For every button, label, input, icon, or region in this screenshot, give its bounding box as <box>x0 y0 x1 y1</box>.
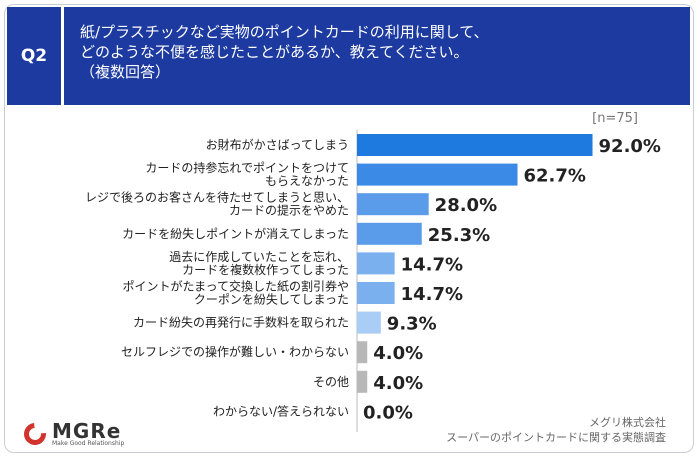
logo-mark-icon <box>19 418 51 450</box>
question-line: どのような不便を感じたことがあるか、教えてください。 <box>80 43 469 61</box>
question-line: （複数回答） <box>80 63 171 81</box>
bar <box>357 370 368 393</box>
category-label: カード紛失の再発行に手数料を取られた <box>133 315 349 330</box>
logo-tagline: Make Good Relationship <box>52 440 125 447</box>
value-label: 92.0% <box>599 136 661 157</box>
bar <box>357 163 518 186</box>
value-label: 28.0% <box>435 195 497 216</box>
value-label: 62.7% <box>524 166 586 187</box>
sample-size-label: [n=75] <box>592 111 638 126</box>
category-label: 過去に作成していたことを忘れ、カードを複数枚作ってしまった <box>169 249 349 277</box>
logo-name: MGRe <box>52 419 122 443</box>
mgre-logo: MGRe Make Good Relationship <box>19 418 125 450</box>
question-badge: Q2 <box>7 7 61 105</box>
category-label: カードを紛失しポイントが消えてしまった <box>122 226 349 241</box>
value-label: 14.7% <box>401 254 463 275</box>
value-label: 0.0% <box>363 402 413 423</box>
category-label: お財布がかさばってしまう <box>206 137 349 152</box>
value-label: 4.0% <box>373 343 423 364</box>
value-label: 9.3% <box>387 314 437 335</box>
value-label: 25.3% <box>428 225 490 246</box>
category-label: ポイントがたまって交換した紙の割引券やクーポンを紛失してしまった <box>122 279 349 307</box>
category-label: その他 <box>313 375 349 389</box>
category-label: カードの持参忘れでポイントをつけてもらえなかった <box>145 160 349 188</box>
question-text: 紙/プラスチックなど実物のポイントカードの利用に関して、 どのような不便を感じた… <box>64 7 690 105</box>
bar <box>357 134 593 156</box>
category-label: セルフレジでの操作が難しい・わからない <box>121 344 349 359</box>
category-label: わからない/答えられない <box>213 403 349 418</box>
bar <box>357 222 422 245</box>
value-label: 14.7% <box>401 284 463 305</box>
bar <box>357 193 429 216</box>
card-frame <box>4 4 694 453</box>
question-line: 紙/プラスチックなど実物のポイントカードの利用に関して、 <box>80 23 489 41</box>
source-survey: スーパーのポイントカードに関する実態調査 <box>446 431 666 444</box>
bar <box>357 282 395 304</box>
bar <box>357 252 395 275</box>
source-note: メグリ株式会社 スーパーのポイントカードに関する実態調査 <box>446 415 666 445</box>
source-company: メグリ株式会社 <box>589 416 666 429</box>
bar <box>357 341 368 364</box>
value-label: 4.0% <box>373 373 423 394</box>
category-label: レジで後ろのお客さんを待たせてしまうと思い、カードの提示をやめた <box>85 190 349 218</box>
bar <box>357 311 381 334</box>
